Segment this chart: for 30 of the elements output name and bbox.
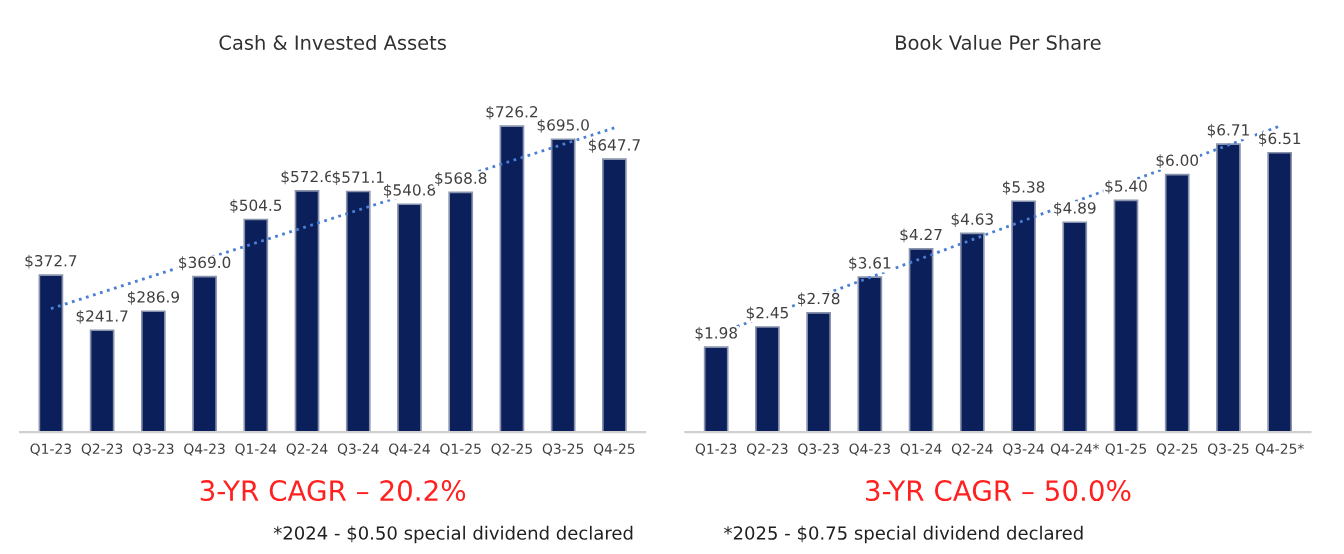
bar bbox=[1164, 173, 1190, 433]
bar bbox=[294, 189, 320, 433]
bar bbox=[345, 190, 371, 433]
chart-title: Cash & Invested Assets bbox=[219, 34, 446, 50]
bar bbox=[602, 158, 627, 433]
bar bbox=[1216, 143, 1241, 433]
bar bbox=[755, 326, 780, 433]
bar bbox=[448, 191, 474, 433]
text: *2025 - $0.75 special dividend declared bbox=[724, 525, 1083, 544]
bar bbox=[806, 311, 831, 433]
bar bbox=[1062, 221, 1088, 433]
chart-title: Book Value Per Share bbox=[896, 34, 1101, 50]
bar bbox=[89, 329, 115, 433]
bar bbox=[908, 248, 934, 433]
text: 3-YR CAGR – 50.0% bbox=[866, 480, 1131, 502]
bar bbox=[38, 274, 64, 433]
bar bbox=[1267, 151, 1293, 433]
text: 3-YR CAGR – 20.2% bbox=[200, 480, 466, 502]
bar bbox=[550, 138, 576, 433]
bar bbox=[192, 275, 217, 433]
text: *2024 - $0.50 special dividend declared bbox=[273, 525, 633, 544]
bar bbox=[1011, 200, 1036, 433]
bar bbox=[703, 346, 729, 433]
bar bbox=[140, 310, 166, 433]
bar bbox=[857, 276, 883, 433]
bar bbox=[243, 218, 269, 433]
bar bbox=[1113, 199, 1139, 433]
bar bbox=[959, 232, 985, 433]
bar bbox=[397, 203, 422, 433]
bar bbox=[499, 125, 525, 433]
